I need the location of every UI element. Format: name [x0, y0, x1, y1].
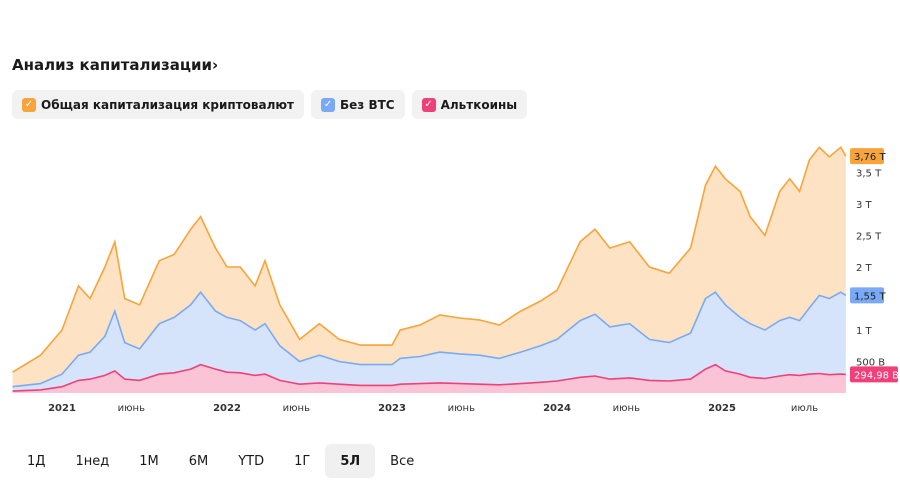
- x-tick-label: 2025: [708, 403, 736, 414]
- legend-label: Общая капитализация криптовалют: [41, 97, 295, 112]
- series-line-1: [12, 290, 847, 388]
- last-value-badge: [850, 148, 884, 165]
- checkbox-checked-icon: ✓: [321, 97, 336, 112]
- x-tick-label: июнь: [613, 403, 640, 414]
- legend-label: Альткоины: [440, 97, 518, 112]
- x-tick-label: июнь: [283, 403, 310, 414]
- last-value-badge: [850, 366, 898, 383]
- legend-label: Без BTC: [340, 97, 395, 112]
- checkbox-checked-icon: ✓: [421, 97, 436, 112]
- series-line-2: [12, 363, 846, 392]
- range-button-2[interactable]: 1М: [139, 453, 159, 469]
- legend: ✓ Общая капитализация криптовалют ✓ Без BT…: [12, 90, 528, 119]
- range-button-7[interactable]: Все: [390, 453, 415, 469]
- x-tick-label: 2021: [48, 403, 76, 414]
- x-tick-label: июнь: [118, 403, 145, 414]
- legend-total[interactable]: ✓ Общая капитализация криптовалют: [12, 90, 305, 119]
- last-value-label: 3,76 T: [854, 152, 886, 163]
- range-button-0[interactable]: 1Д: [27, 453, 46, 469]
- range-selector: 1Д 1нед 1М 6М YTD 1Г 5Л Все: [12, 444, 429, 478]
- y-tick-label: 500 B: [856, 358, 885, 369]
- y-tick-label: 2,5 T: [856, 232, 882, 243]
- x-tick-label: 2024: [543, 403, 571, 414]
- series-area-2: [12, 364, 846, 393]
- x-tick-label: 2022: [213, 403, 241, 414]
- x-tick-label: июнь: [448, 403, 475, 414]
- range-button-4[interactable]: YTD: [238, 453, 265, 469]
- range-button-3[interactable]: 6М: [188, 453, 209, 469]
- legend-altcoins[interactable]: ✓ Альткоины: [411, 90, 528, 119]
- page-title[interactable]: Анализ капитализации›: [12, 56, 219, 74]
- checkbox-checked-icon: ✓: [22, 97, 36, 112]
- y-tick-label: 3,5 T: [856, 169, 882, 180]
- legend-no-btc[interactable]: ✓ Без BTC: [311, 90, 405, 119]
- y-tick-label: 1 T: [856, 326, 873, 337]
- chart[interactable]: 500 B 1 T 2 T 2,5 T 3 T 3,5 T 2021 июнь 2022 июнь…: [0, 0, 900, 430]
- last-value-label: 294,98 B: [854, 370, 899, 381]
- x-tick-label: июль: [791, 403, 818, 414]
- last-value-label: 1,55 T: [854, 291, 886, 302]
- y-tick-label: 2 T: [856, 263, 873, 274]
- range-button-1[interactable]: 1нед: [75, 453, 110, 469]
- x-tick-label: 2023: [378, 403, 406, 414]
- series-area-1: [12, 292, 846, 393]
- y-tick-label: 3 T: [856, 200, 873, 211]
- range-button-6[interactable]: 5Л: [325, 444, 376, 478]
- series-line-0: [12, 146, 847, 373]
- last-value-badge: [850, 287, 884, 304]
- range-button-5[interactable]: 1Г: [294, 453, 311, 469]
